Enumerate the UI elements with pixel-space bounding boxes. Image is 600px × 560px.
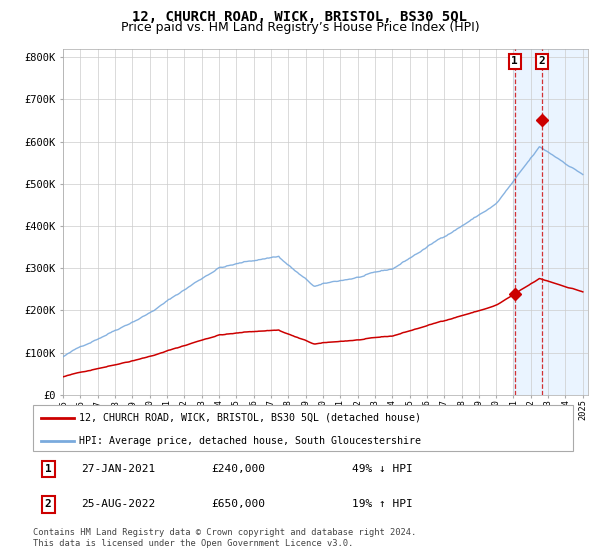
FancyBboxPatch shape	[33, 405, 573, 451]
Text: 2: 2	[45, 500, 52, 510]
Text: £650,000: £650,000	[211, 500, 265, 510]
Text: 1: 1	[45, 464, 52, 474]
Text: Price paid vs. HM Land Registry’s House Price Index (HPI): Price paid vs. HM Land Registry’s House …	[121, 21, 479, 34]
Text: Contains HM Land Registry data © Crown copyright and database right 2024.
This d: Contains HM Land Registry data © Crown c…	[33, 528, 416, 548]
Text: 1: 1	[511, 57, 518, 67]
Text: 12, CHURCH ROAD, WICK, BRISTOL, BS30 5QL: 12, CHURCH ROAD, WICK, BRISTOL, BS30 5QL	[133, 10, 467, 24]
Text: £240,000: £240,000	[211, 464, 265, 474]
Bar	[514, 49, 592, 395]
Text: 12, CHURCH ROAD, WICK, BRISTOL, BS30 5QL (detached house): 12, CHURCH ROAD, WICK, BRISTOL, BS30 5QL…	[79, 413, 421, 423]
Text: 19% ↑ HPI: 19% ↑ HPI	[352, 500, 412, 510]
Text: 49% ↓ HPI: 49% ↓ HPI	[352, 464, 412, 474]
Text: HPI: Average price, detached house, South Gloucestershire: HPI: Average price, detached house, Sout…	[79, 436, 421, 446]
Text: 25-AUG-2022: 25-AUG-2022	[82, 500, 156, 510]
Text: 27-JAN-2021: 27-JAN-2021	[82, 464, 156, 474]
Text: 2: 2	[539, 57, 545, 67]
